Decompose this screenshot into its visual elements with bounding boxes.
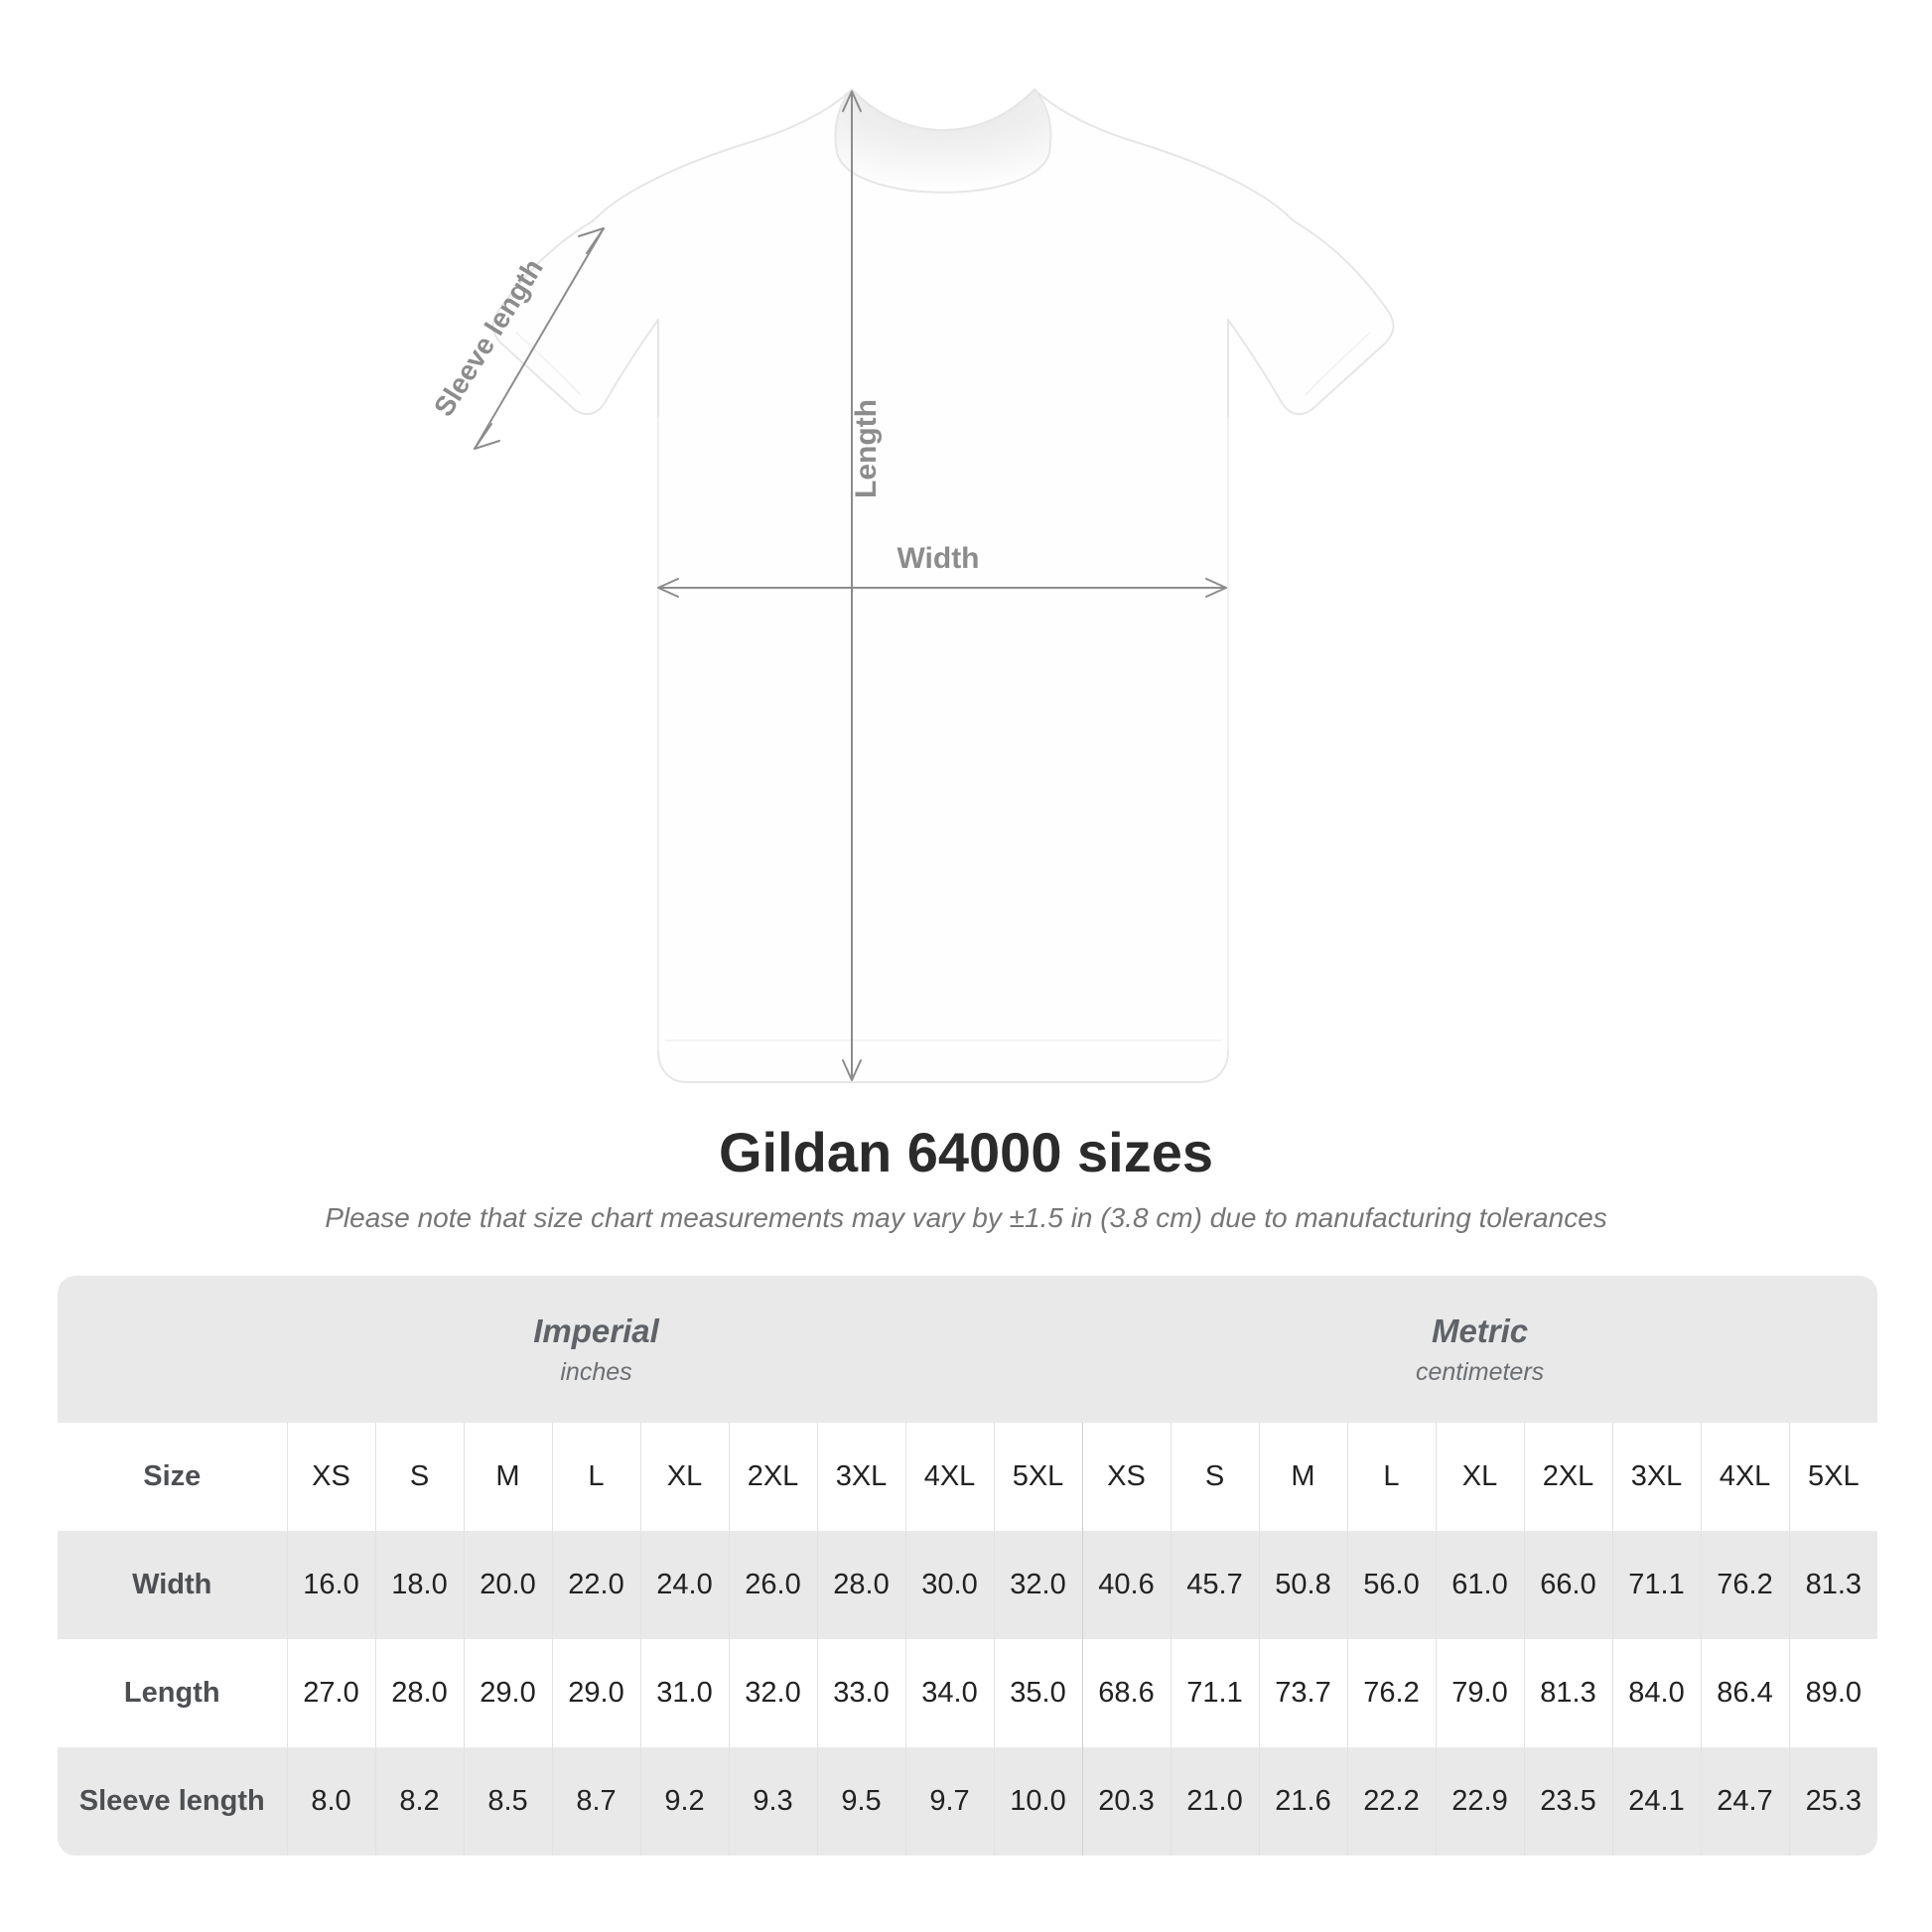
svg-text:Length: Length <box>850 399 883 498</box>
svg-text:Width: Width <box>897 542 979 575</box>
